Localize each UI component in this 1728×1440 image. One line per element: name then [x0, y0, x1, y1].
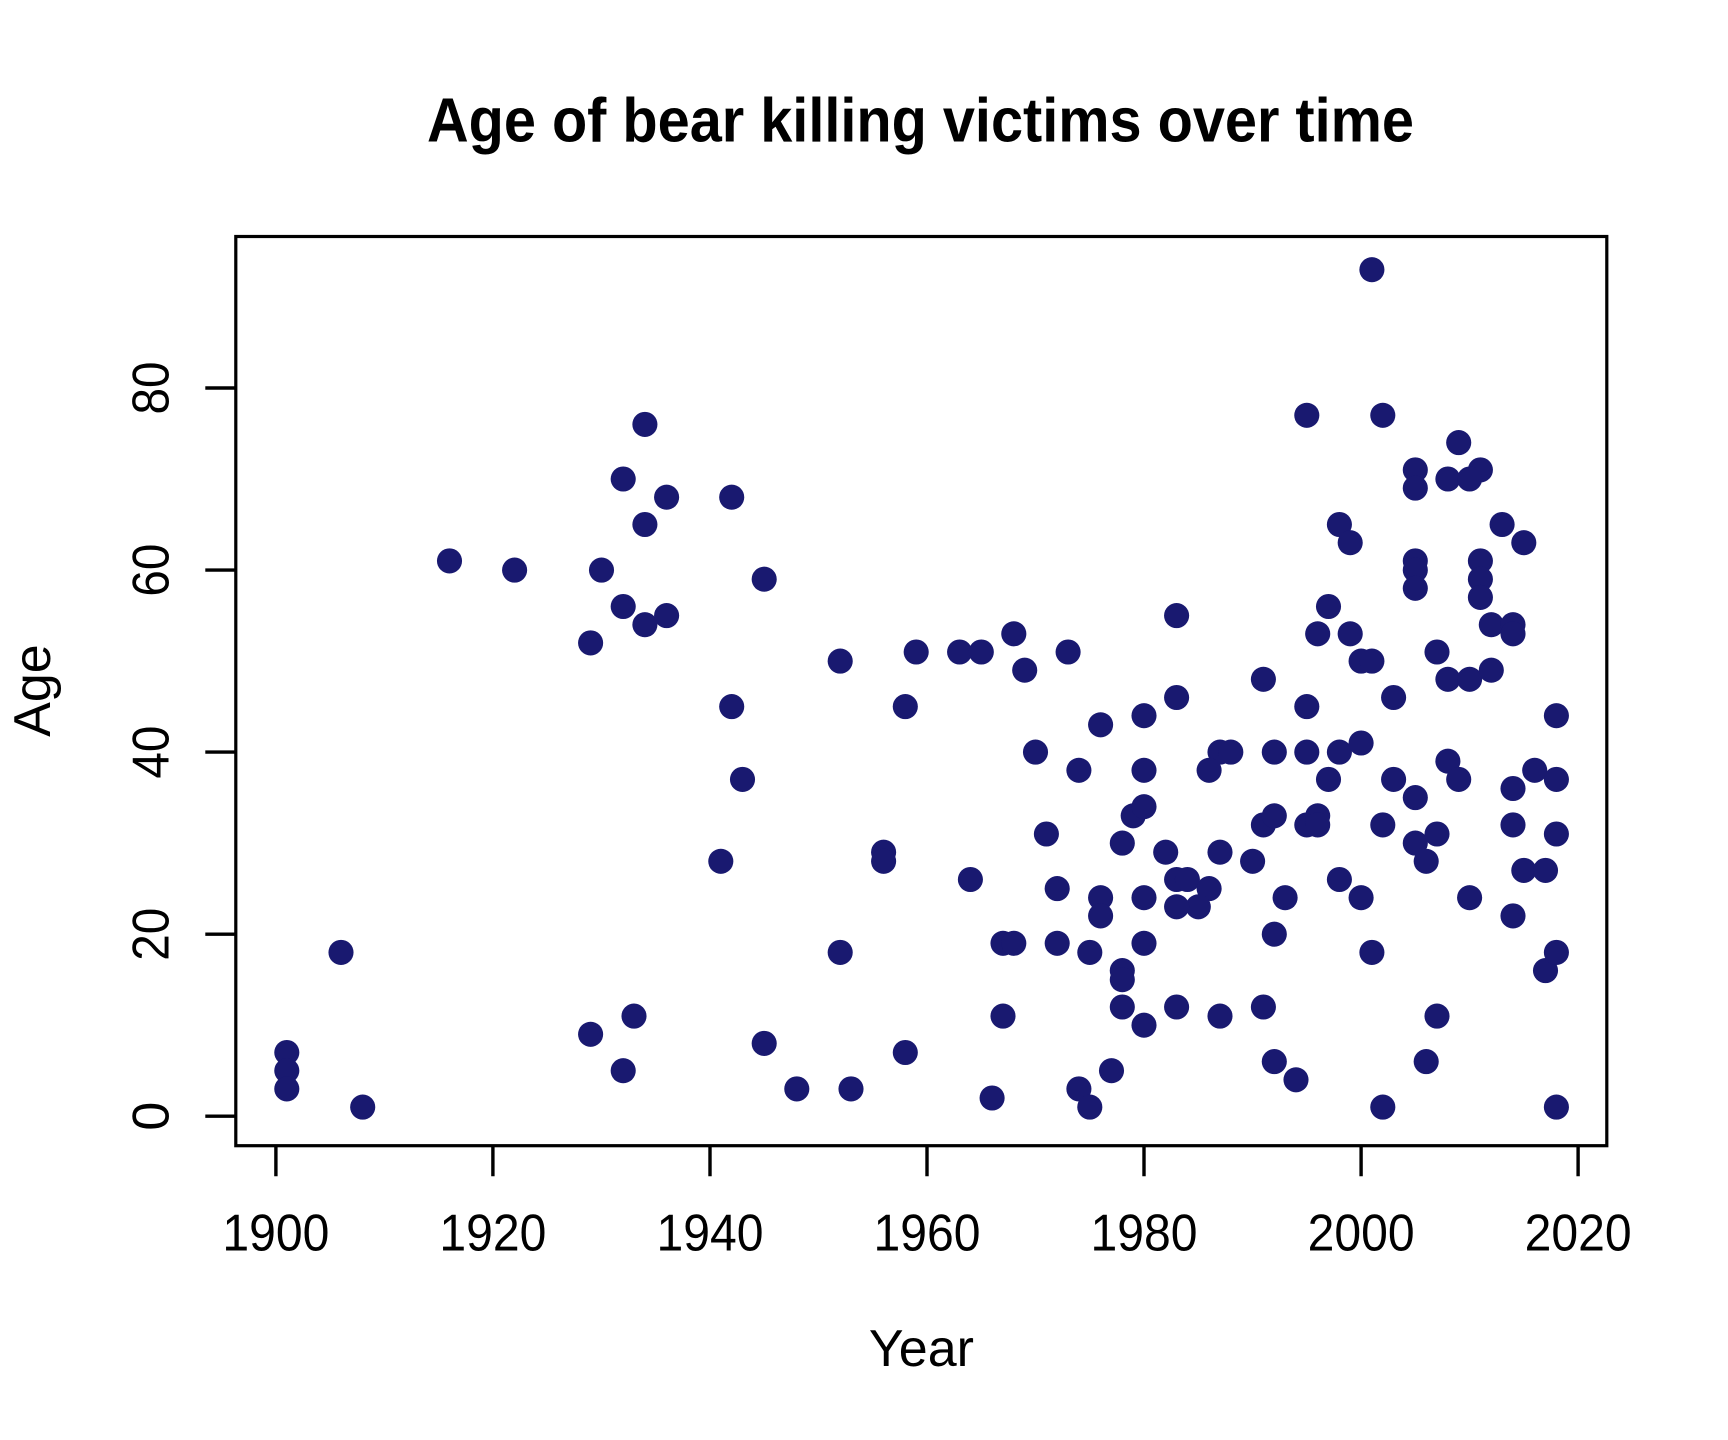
- svg-text:1940: 1940: [657, 1204, 764, 1262]
- svg-text:Age: Age: [4, 644, 62, 737]
- svg-text:1900: 1900: [222, 1204, 329, 1262]
- svg-text:0: 0: [122, 1102, 180, 1131]
- svg-text:60: 60: [122, 544, 180, 597]
- svg-text:20: 20: [122, 908, 180, 961]
- svg-text:40: 40: [122, 726, 180, 779]
- svg-text:1920: 1920: [439, 1204, 546, 1262]
- svg-text:80: 80: [122, 362, 180, 415]
- svg-text:Year: Year: [869, 1320, 974, 1378]
- svg-text:2000: 2000: [1308, 1204, 1415, 1262]
- svg-text:1960: 1960: [874, 1204, 981, 1262]
- svg-text:2020: 2020: [1525, 1204, 1632, 1262]
- svg-text:Age of bear killing victims ov: Age of bear killing victims over time: [427, 86, 1414, 156]
- svg-text:1980: 1980: [1091, 1204, 1198, 1262]
